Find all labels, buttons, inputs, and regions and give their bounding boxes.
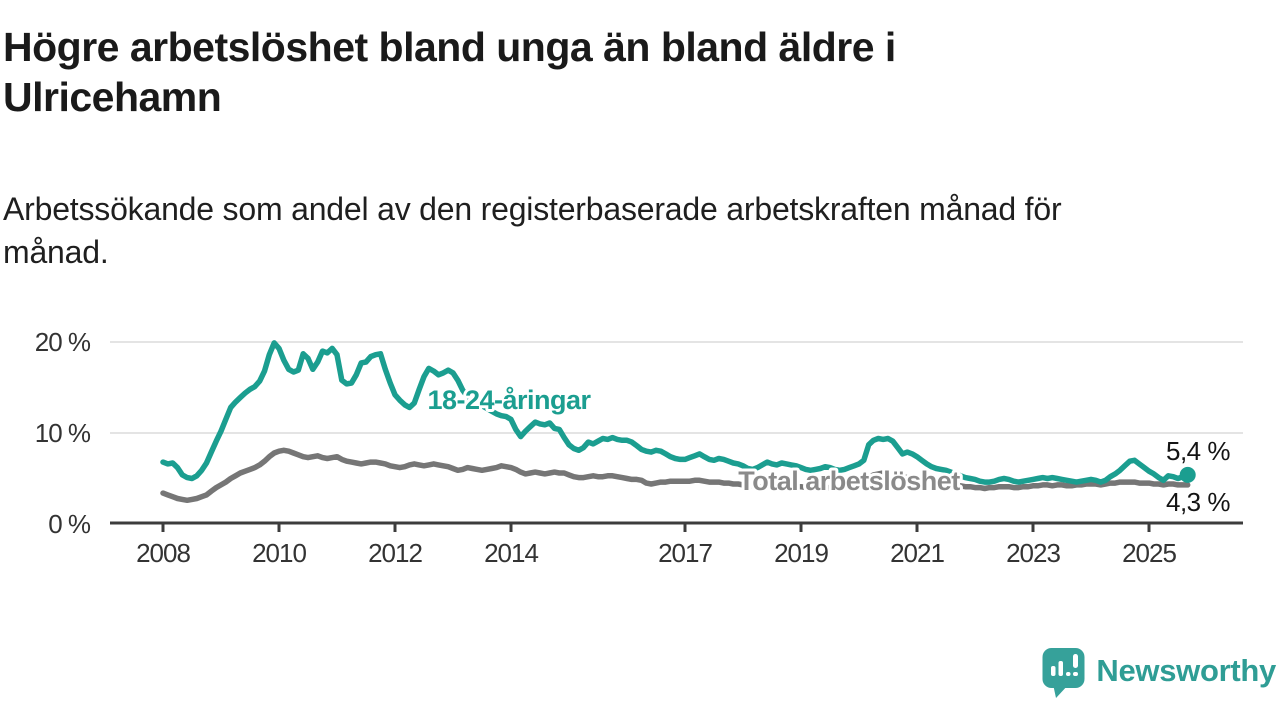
x-axis-tick-label: 2021 [890,538,944,568]
axes: 0 % 10 % 20 % 2008 2010 2012 2014 2017 2019 2021 2… [35,327,1243,568]
page-title: Högre arbetslöshet bland unga än bland ä… [3,22,1173,122]
y-axis-tick-label: 10 % [35,418,91,448]
end-value-total: 4,3 % [1166,487,1230,517]
title-line-1: Högre arbetslöshet bland unga än bland ä… [3,24,896,70]
end-value-youth: 5,4 % [1166,436,1230,466]
x-axis-tick-label: 2008 [136,538,190,568]
x-axis-tick-label: 2025 [1122,538,1176,568]
series-line-total [160,447,1191,504]
x-axis-tick-label: 2023 [1006,538,1060,568]
y-axis-tick-label: 20 % [35,327,91,357]
x-axis-tick-label: 2010 [252,538,306,568]
newsworthy-bubble-icon [1042,648,1085,698]
x-axis-tick-label: 2014 [484,538,538,568]
series-endpoint-dot [1179,466,1196,483]
x-axis-tick-label: 2019 [774,538,828,568]
subtitle-line-1: Arbetssökande som andel av den registerb… [3,191,1062,227]
brand-name: Newsworthy [1096,653,1276,688]
series-label-youth: 18-24-åringar [427,385,591,415]
x-axis-tick-label: 2012 [368,538,422,568]
series-line-youth [160,340,1191,485]
series-label-total: Total arbetslöshet [738,466,960,496]
gridlines [110,341,1243,434]
y-axis-tick-label: 0 % [48,509,91,539]
subtitle-line-2: månad. [3,234,109,270]
series-lines [160,340,1196,504]
end-value-labels: 5,4 % 4,3 % [1166,436,1231,517]
title-line-2: Ulricehamn [3,74,222,120]
newsworthy-logo: Newsworthy [1041,646,1276,698]
series-labels: 18-24-åringar Total arbetslöshet [424,382,963,499]
chart-subtitle: Arbetssökande som andel av den registerb… [3,188,1193,274]
x-axis-tick-label: 2017 [658,538,712,568]
